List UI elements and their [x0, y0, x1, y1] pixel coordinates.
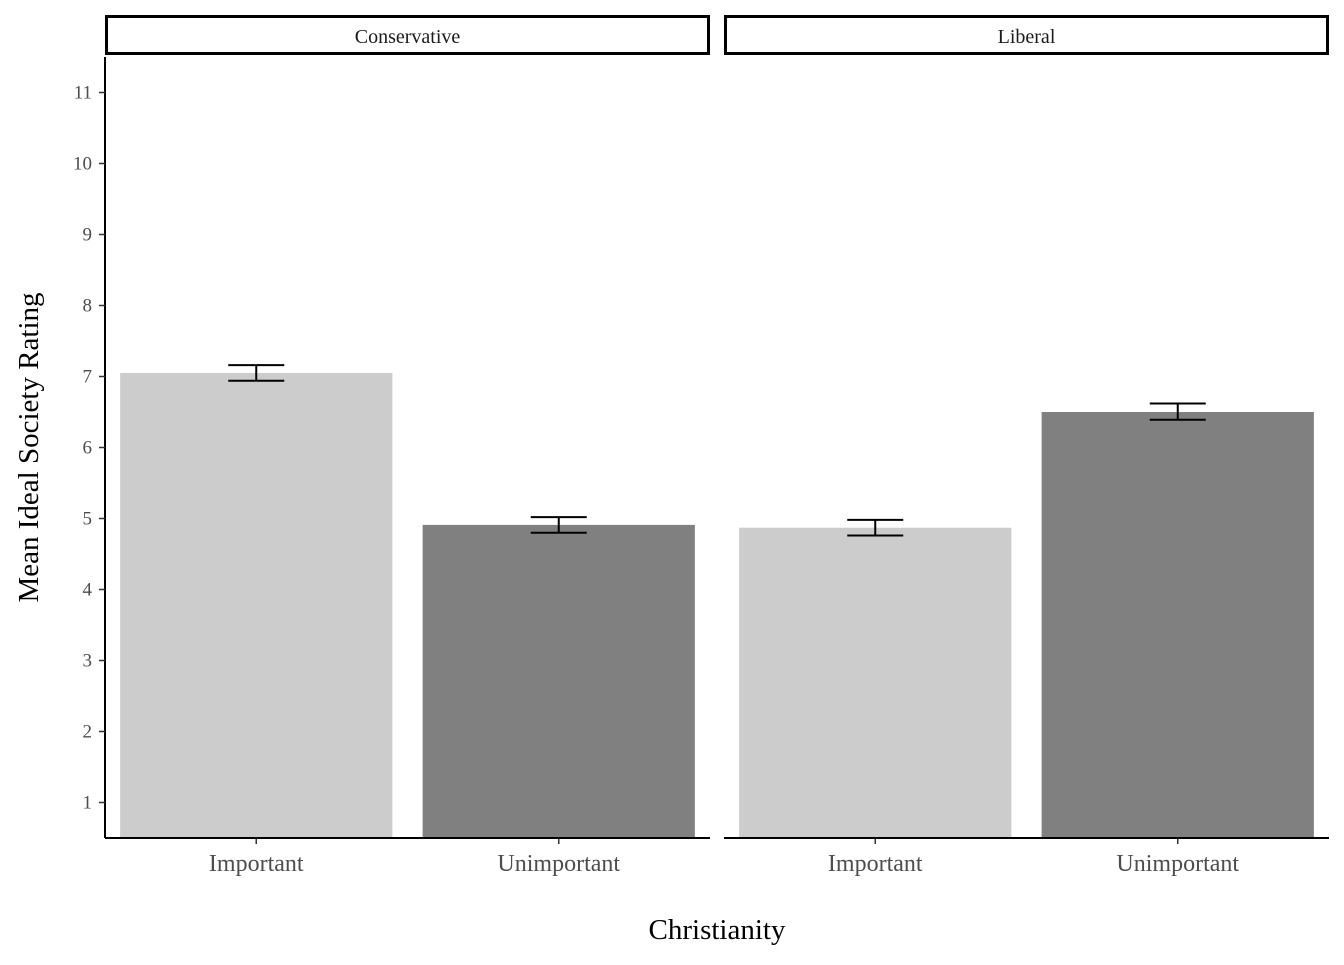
y-tick-label: 4 — [83, 580, 93, 601]
y-tick-label: 8 — [83, 296, 93, 317]
facet-strip-label: Conservative — [355, 26, 461, 48]
x-tick-label: Unimportant — [1116, 851, 1239, 877]
y-tick-label: 6 — [83, 438, 93, 459]
bar — [120, 372, 393, 838]
y-tick-label: 10 — [73, 154, 92, 175]
y-tick-label: 5 — [83, 509, 93, 530]
bar — [1041, 412, 1314, 838]
y-axis-title: Mean Ideal Society Rating — [13, 292, 45, 602]
y-tick-label: 9 — [83, 225, 93, 246]
y-tick-label: 1 — [83, 793, 93, 814]
facet-strip — [724, 15, 1329, 55]
facet-strip-label: Liberal — [998, 26, 1056, 48]
y-tick-label: 2 — [83, 722, 93, 743]
bar — [739, 527, 1012, 838]
x-tick-label: Unimportant — [497, 851, 620, 877]
facet-strip — [105, 15, 710, 55]
x-tick-label: Important — [209, 851, 304, 877]
x-tick-label: Important — [828, 851, 923, 877]
y-tick-label: 7 — [83, 367, 93, 388]
y-tick-label: 3 — [83, 651, 93, 672]
bar — [422, 524, 695, 838]
y-tick-label: 11 — [74, 83, 92, 104]
x-axis-title: Christianity — [649, 914, 786, 946]
